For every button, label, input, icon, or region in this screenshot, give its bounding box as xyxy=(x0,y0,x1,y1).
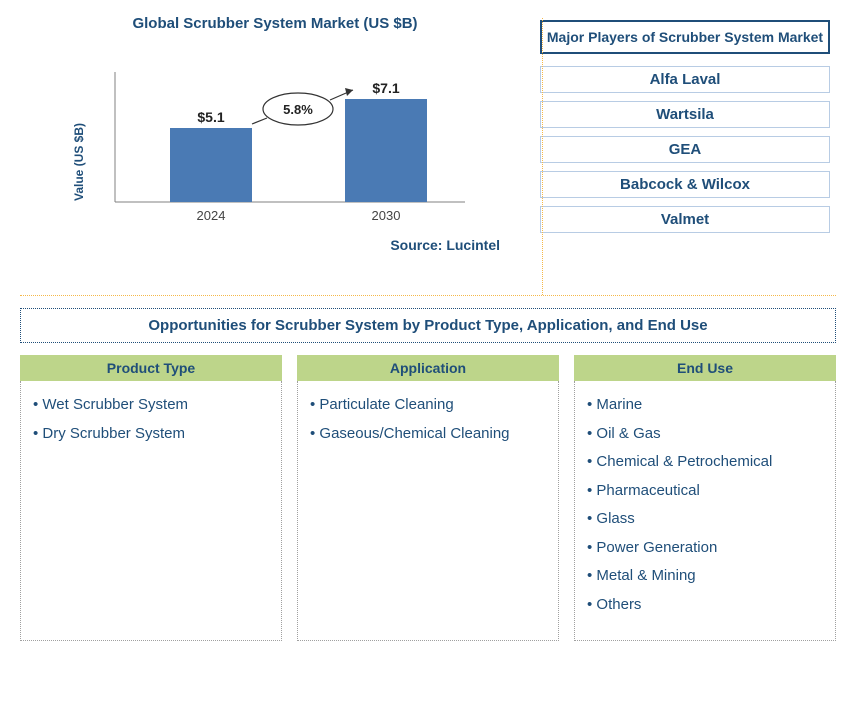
cat-label-0: 2024 xyxy=(197,208,226,223)
column-application: Application Particulate Cleaning Gaseous… xyxy=(297,355,559,641)
column-end-use: End Use Marine Oil & Gas Chemical & Petr… xyxy=(574,355,836,641)
list-item: Glass xyxy=(583,505,825,534)
players-panel: Major Players of Scrubber System Market … xyxy=(540,10,830,295)
bar-label-1: $7.1 xyxy=(372,80,399,96)
list-item: Oil & Gas xyxy=(583,420,825,449)
bar-chart: Value (US $B) $5.1 $7.1 2024 2030 5.8% xyxy=(55,42,495,232)
bar-2030 xyxy=(345,99,427,202)
list-item: Pharmaceutical xyxy=(583,477,825,506)
column-body: Particulate Cleaning Gaseous/Chemical Cl… xyxy=(297,381,559,641)
list-item: Others xyxy=(583,591,825,620)
player-item: GEA xyxy=(540,136,830,163)
bottom-section: Opportunities for Scrubber System by Pro… xyxy=(20,308,836,641)
player-item: Babcock & Wilcox xyxy=(540,171,830,198)
list-item: Particulate Cleaning xyxy=(306,391,548,420)
column-body: Marine Oil & Gas Chemical & Petrochemica… xyxy=(574,381,836,641)
players-title: Major Players of Scrubber System Market xyxy=(546,28,824,46)
chart-title: Global Scrubber System Market (US $B) xyxy=(20,15,530,32)
growth-arrow-head xyxy=(345,88,353,96)
column-header: Product Type xyxy=(20,355,282,381)
list-item: Gaseous/Chemical Cleaning xyxy=(306,420,548,449)
list-item: Metal & Mining xyxy=(583,562,825,591)
top-section: Global Scrubber System Market (US $B) Va… xyxy=(20,10,836,295)
cat-label-1: 2030 xyxy=(372,208,401,223)
opportunities-title-box: Opportunities for Scrubber System by Pro… xyxy=(20,308,836,343)
opportunity-columns: Product Type Wet Scrubber System Dry Scr… xyxy=(20,355,836,641)
opportunities-title: Opportunities for Scrubber System by Pro… xyxy=(29,317,827,334)
horizontal-divider xyxy=(20,295,836,296)
list-item: Power Generation xyxy=(583,534,825,563)
column-body: Wet Scrubber System Dry Scrubber System xyxy=(20,381,282,641)
bar-label-0: $5.1 xyxy=(197,109,224,125)
vertical-divider xyxy=(542,18,543,295)
y-axis-label: Value (US $B) xyxy=(72,123,86,201)
infographic-container: Global Scrubber System Market (US $B) Va… xyxy=(0,0,856,707)
growth-label: 5.8% xyxy=(283,102,313,117)
growth-arrow-tail-left xyxy=(252,118,267,124)
column-header: End Use xyxy=(574,355,836,381)
list-item: Wet Scrubber System xyxy=(29,391,271,420)
player-item: Wartsila xyxy=(540,101,830,128)
source-text: Source: Lucintel xyxy=(20,237,530,253)
chart-panel: Global Scrubber System Market (US $B) Va… xyxy=(20,10,530,295)
list-item: Chemical & Petrochemical xyxy=(583,448,825,477)
bar-2024 xyxy=(170,128,252,202)
column-header: Application xyxy=(297,355,559,381)
player-item: Alfa Laval xyxy=(540,66,830,93)
player-item: Valmet xyxy=(540,206,830,233)
players-title-box: Major Players of Scrubber System Market xyxy=(540,20,830,54)
list-item: Marine xyxy=(583,391,825,420)
list-item: Dry Scrubber System xyxy=(29,420,271,449)
column-product-type: Product Type Wet Scrubber System Dry Scr… xyxy=(20,355,282,641)
